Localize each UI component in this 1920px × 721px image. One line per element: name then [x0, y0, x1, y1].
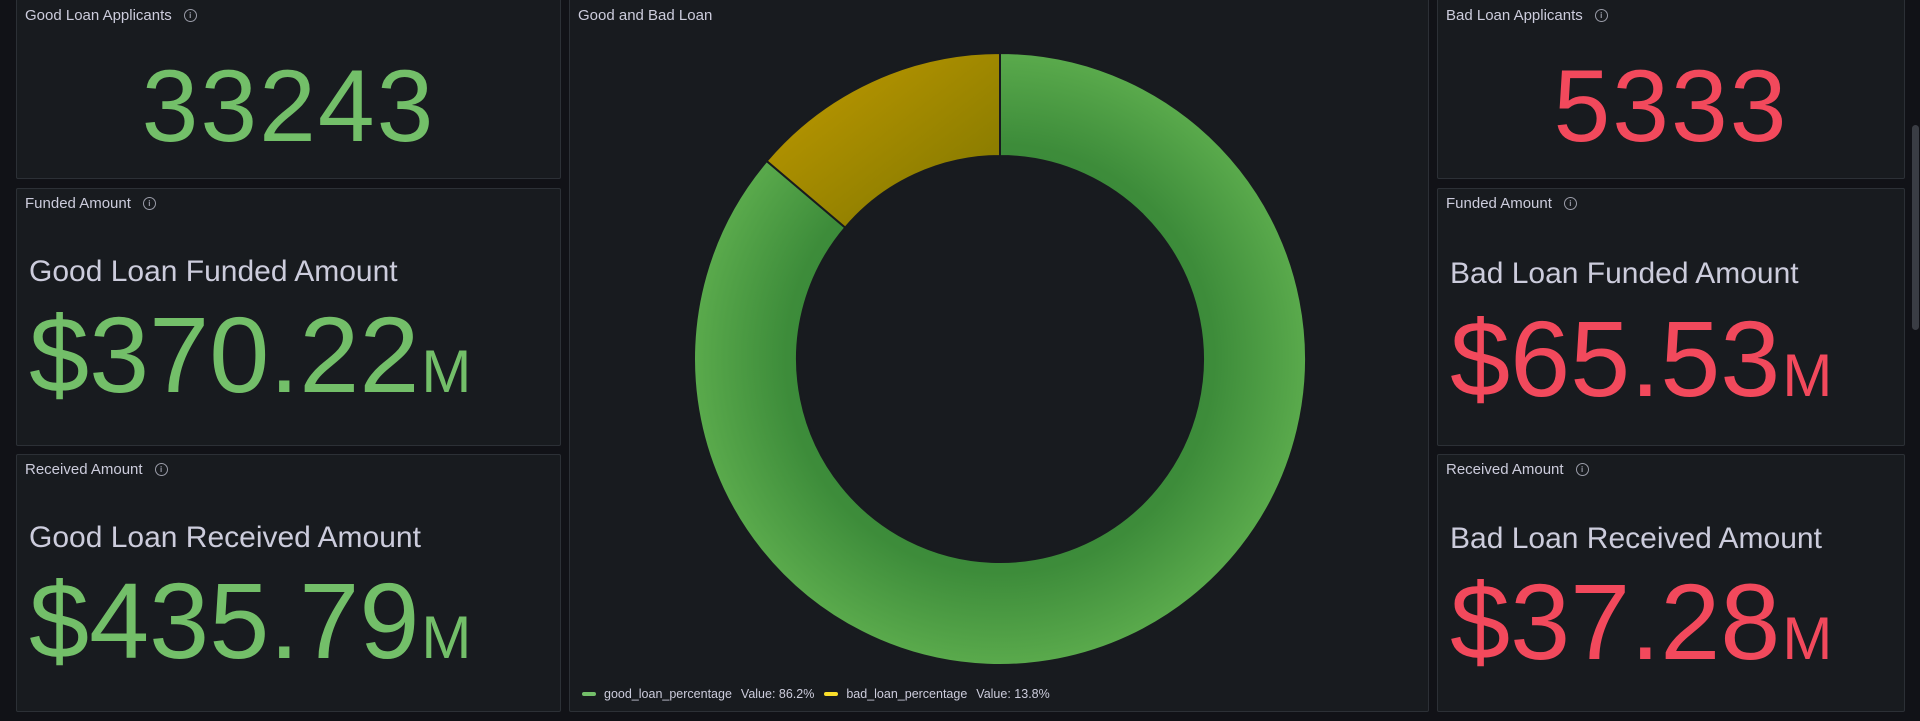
scrollbar-thumb[interactable]	[1912, 125, 1919, 330]
panel-title: Good and Bad Loan	[578, 7, 713, 24]
panel-title: Good Loan Applicants	[25, 7, 172, 24]
legend-label: good_loan_percentage	[604, 687, 732, 701]
legend-label: bad_loan_percentage	[846, 687, 968, 701]
stat-number: $65.53	[1450, 298, 1781, 419]
stat-number: $37.28	[1450, 561, 1781, 682]
good-funded-amount-panel: Funded Amount i Good Loan Funded Amount …	[16, 188, 561, 446]
bad-received-amount-panel: Received Amount i Bad Loan Received Amou…	[1437, 454, 1905, 712]
stat-number: $370.22	[29, 294, 420, 415]
panel-header: Bad Loan Applicants i	[1446, 7, 1608, 24]
stat-unit: M	[1782, 342, 1833, 409]
stat-unit: M	[421, 604, 472, 671]
stat-value: $65.53M	[1450, 305, 1832, 413]
stat-value: $435.79M	[29, 567, 471, 675]
info-icon[interactable]: i	[1594, 9, 1608, 22]
stat-number: $435.79	[29, 560, 420, 681]
info-icon[interactable]: i	[183, 9, 197, 22]
stat-label: Good Loan Received Amount	[29, 521, 421, 554]
donut-slice-good_loan_percentage[interactable]	[693, 51, 1307, 666]
legend-item-good[interactable]: good_loan_percentage Value: 86.2%	[582, 687, 814, 701]
info-icon[interactable]: i	[142, 197, 156, 210]
good-received-amount-panel: Received Amount i Good Loan Received Amo…	[16, 454, 561, 712]
panel-title: Bad Loan Applicants	[1446, 7, 1583, 24]
panel-header: Funded Amount i	[1446, 195, 1577, 212]
bottom-strip	[0, 713, 1920, 721]
page-scrollbar[interactable]	[1910, 0, 1920, 721]
legend-swatch	[582, 692, 596, 696]
bad-applicants-value: 5333	[1553, 49, 1789, 163]
panel-title: Received Amount	[1446, 461, 1564, 478]
legend-value: Value: 13.8%	[976, 687, 1050, 701]
legend-swatch	[824, 692, 839, 696]
bad-loan-applicants-panel: Bad Loan Applicants i 5333	[1437, 0, 1905, 179]
info-icon[interactable]: i	[1575, 463, 1589, 476]
panel-header: Good Loan Applicants i	[25, 7, 197, 24]
stat-label: Bad Loan Received Amount	[1450, 522, 1822, 555]
donut-chart	[693, 51, 1307, 666]
panel-title: Received Amount	[25, 461, 143, 478]
info-icon[interactable]: i	[154, 463, 168, 476]
stat-unit: M	[421, 338, 472, 405]
legend-item-bad[interactable]: bad_loan_percentage Value: 13.8%	[824, 687, 1050, 701]
chart-legend: good_loan_percentage Value: 86.2% bad_lo…	[582, 687, 1060, 701]
info-icon[interactable]: i	[1563, 197, 1577, 210]
panel-header: Good and Bad Loan	[578, 7, 712, 24]
stat-label: Bad Loan Funded Amount	[1450, 257, 1799, 290]
panel-title: Funded Amount	[1446, 195, 1552, 212]
good-and-bad-loan-panel: Good and Bad Loan good_loan_percentage V…	[569, 0, 1429, 712]
donut-slice-bad_loan_percentage[interactable]	[765, 51, 1001, 230]
legend-value: Value: 86.2%	[740, 687, 815, 701]
bad-funded-amount-panel: Funded Amount i Bad Loan Funded Amount $…	[1437, 188, 1905, 446]
stat-value: $37.28M	[1450, 568, 1832, 676]
panel-header: Received Amount i	[1446, 461, 1589, 478]
stat-value: $370.22M	[29, 301, 471, 409]
panel-header: Funded Amount i	[25, 195, 156, 212]
good-loan-applicants-panel: Good Loan Applicants i 33243	[16, 0, 561, 179]
panel-header: Received Amount i	[25, 461, 168, 478]
stat-unit: M	[1782, 605, 1833, 672]
panel-title: Funded Amount	[25, 195, 131, 212]
good-applicants-value: 33243	[141, 49, 436, 163]
stat-label: Good Loan Funded Amount	[29, 255, 398, 288]
